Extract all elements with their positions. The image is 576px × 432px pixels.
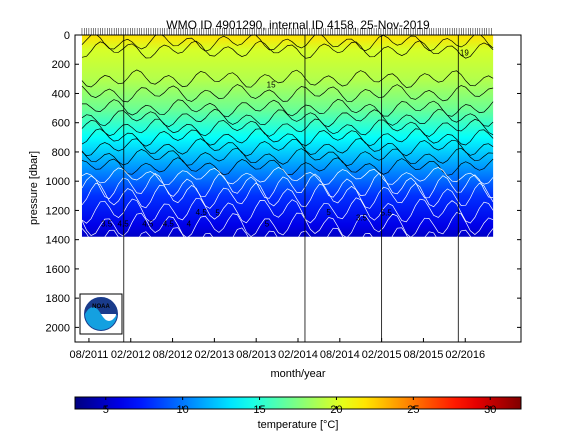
isotherm-line <box>81 98 494 118</box>
contour-label: 4.5 <box>196 208 208 217</box>
colorbar-tick-label: 20 <box>330 404 342 416</box>
noaa-logo-text: NOAA <box>92 304 110 310</box>
colorbar-tick-label: 30 <box>484 404 496 416</box>
contour-label: 5.5 <box>381 209 393 218</box>
contour-label: 4.5 <box>118 220 130 229</box>
contour-label: 4 <box>187 220 192 229</box>
y-tick-label: 1200 <box>46 205 70 217</box>
x-tick-label: 08/2011 <box>69 349 108 361</box>
colorbar-tick-label: 10 <box>177 404 189 416</box>
isotherm-line <box>81 212 494 239</box>
isotherm-line <box>81 197 494 224</box>
contour-label: 5 <box>326 208 331 217</box>
y-tick-label: 1800 <box>46 293 70 305</box>
isotherm-line <box>81 167 494 186</box>
y-tick-label: 200 <box>52 59 70 71</box>
y-tick-label: 400 <box>52 88 70 100</box>
contour-label: 19 <box>460 48 469 57</box>
isotherm-line <box>81 128 494 147</box>
y-tick-label: 0 <box>64 30 70 42</box>
isotherm-line <box>81 40 494 59</box>
isotherm-line <box>81 84 494 103</box>
chart-title: WMO ID 4901290, internal ID 4158, 25-Nov… <box>166 18 430 32</box>
contour-lines <box>81 35 494 254</box>
x-tick-label: 08/2013 <box>236 349 276 361</box>
isotherm-line <box>81 35 494 52</box>
y-tick-label: 1600 <box>46 264 70 276</box>
y-tick-label: 2000 <box>46 322 70 334</box>
y-tick-label: 600 <box>52 118 70 130</box>
isotherm-line <box>81 227 494 254</box>
colorbar-ticks: 5 10 15 20 25 30 <box>103 397 496 416</box>
contour-label: 15 <box>267 81 276 90</box>
isotherm-line <box>81 108 494 128</box>
x-tick-label: 02/2016 <box>445 349 485 361</box>
y-tick-label: 1000 <box>46 176 70 188</box>
noaa-logo: NOAA <box>79 293 123 335</box>
y-tick-label: 1400 <box>46 235 70 247</box>
temperature-field <box>81 35 494 237</box>
colorbar-tick-label: 15 <box>253 404 265 416</box>
y-axis-ticks: 0 200 400 600 800 1000 1200 1400 1600 1800 2000 <box>46 30 521 334</box>
x-tick-label: 08/2012 <box>153 349 193 361</box>
contour-label: 3.5 <box>101 220 113 229</box>
isotherm-line <box>81 182 494 209</box>
contour-label: 5 <box>265 220 270 229</box>
colorbar-tick-label: 25 <box>407 404 419 416</box>
isotherm-line <box>81 147 494 167</box>
isotherm-line <box>81 118 494 137</box>
y-axis-label: pressure [dbar] <box>28 151 40 225</box>
plot-area: 15 5 3.5 4.5 4.5 4 4.5 4.5 5 5 5.5 3.5 19 <box>81 35 494 342</box>
x-tick-label: 02/2013 <box>194 349 234 361</box>
x-axis-ticks: 08/2011 02/2012 08/2012 02/2013 08/2013 02/20… <box>69 338 485 361</box>
isotherm-line <box>81 172 494 200</box>
colorbar-label-text: temperature [°C] <box>258 419 339 431</box>
deep-profile-lines <box>123 35 459 342</box>
x-tick-label: 02/2015 <box>362 349 402 361</box>
x-tick-label: 08/2014 <box>320 349 360 361</box>
isotherm-line <box>81 138 494 157</box>
colorbar <box>74 396 522 410</box>
contour-label: 5 <box>215 209 220 218</box>
x-axis-label: month/year <box>270 368 325 380</box>
x-tick-label: 02/2012 <box>111 349 151 361</box>
contour-label: 3.5 <box>356 214 368 223</box>
colorbar-label: temperature [°C] <box>258 419 339 431</box>
contour-labels: 15 5 3.5 4.5 4.5 4 4.5 4.5 5 5 5.5 3.5 19 <box>101 48 469 228</box>
x-tick-label: 08/2015 <box>404 349 444 361</box>
x-tick-label: 02/2014 <box>278 349 318 361</box>
colorbar-tick-label: 5 <box>103 404 109 416</box>
contour-label: 4.5 <box>163 220 175 229</box>
profile-time-ticks <box>81 28 492 35</box>
isotherm-line <box>81 69 494 88</box>
y-tick-label: 800 <box>52 147 70 159</box>
contour-label: 4.5 <box>142 220 154 229</box>
